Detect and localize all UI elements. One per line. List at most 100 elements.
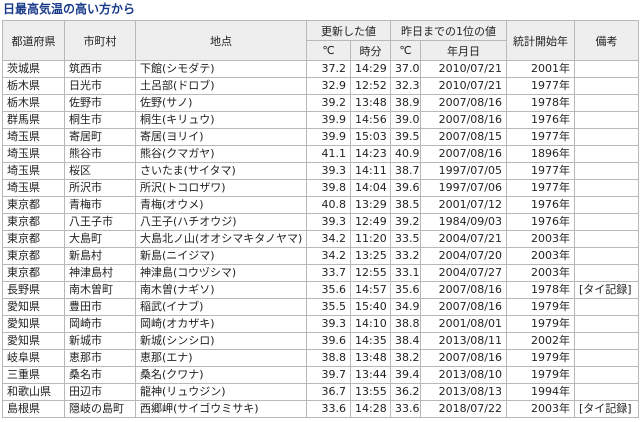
prefecture-cell: 茨城県 xyxy=(2,60,65,78)
new-value-cell: 40.8 xyxy=(306,196,351,214)
note-cell: [タイ記録] xyxy=(574,400,639,418)
municipality-cell: 所沢市 xyxy=(64,179,136,197)
time-cell: 14:10 xyxy=(350,315,391,333)
municipality-cell: 桑名市 xyxy=(64,366,136,384)
new-value-cell: 34.2 xyxy=(306,247,351,265)
previous-date-cell: 2007/08/16 xyxy=(420,349,507,367)
temperature-table: 都道府県 市町村 地点 更新した値 昨日までの1位の値 統計開始年 備考 ℃ 時… xyxy=(2,20,639,418)
table-row: 埼玉県 桜区 さいたま(サイタマ) 39.3 14:11 38.7 1997/07/05 19… xyxy=(2,162,639,180)
time-cell: 14:56 xyxy=(350,111,391,129)
station-cell: 下館(シモダテ) xyxy=(135,60,307,78)
time-cell: 14:28 xyxy=(350,400,391,418)
start-year-cell: 1976年 xyxy=(506,213,575,231)
municipality-cell: 田辺市 xyxy=(64,383,136,401)
previous-date-cell: 2004/07/27 xyxy=(420,264,507,282)
table-row: 東京都 新島村 新島(ニイジマ) 34.2 13:25 33.2 2004/07/20 200… xyxy=(2,247,639,265)
column-header: 備考 xyxy=(574,20,639,61)
station-cell: さいたま(サイタマ) xyxy=(135,162,307,180)
new-value-cell: 33.7 xyxy=(306,264,351,282)
note-cell xyxy=(574,128,639,146)
municipality-cell: 桐生市 xyxy=(64,111,136,129)
previous-value-cell: 33.6 xyxy=(390,400,421,418)
station-cell: 神津島(コウヅシマ) xyxy=(135,264,307,282)
table-row: 島根県 隠岐の島町 西郷岬(サイゴウミサキ) 33.6 14:28 33.6 2018/07… xyxy=(2,400,639,418)
time-cell: 13:48 xyxy=(350,94,391,112)
municipality-cell: 筑西市 xyxy=(64,60,136,78)
start-year-cell: 1979年 xyxy=(506,298,575,316)
time-cell: 12:49 xyxy=(350,213,391,231)
prefecture-cell: 埼玉県 xyxy=(2,128,65,146)
prefecture-cell: 群馬県 xyxy=(2,111,65,129)
new-value-cell: 41.1 xyxy=(306,145,351,163)
previous-value-cell: 39.2 xyxy=(390,213,421,231)
new-value-cell: 39.3 xyxy=(306,315,351,333)
previous-date-cell: 2013/08/13 xyxy=(420,383,507,401)
new-value-cell: 39.9 xyxy=(306,111,351,129)
previous-date-cell: 2001/08/01 xyxy=(420,315,507,333)
new-value-cell: 39.7 xyxy=(306,366,351,384)
prefecture-cell: 埼玉県 xyxy=(2,162,65,180)
prefecture-cell: 東京都 xyxy=(2,196,65,214)
table-row: 東京都 青梅市 青梅(オウメ) 40.8 13:29 38.5 2001/07/12 1976… xyxy=(2,196,639,214)
prefecture-cell: 岐阜県 xyxy=(2,349,65,367)
start-year-cell: 1979年 xyxy=(506,315,575,333)
previous-value-cell: 33.1 xyxy=(390,264,421,282)
previous-value-cell: 40.9 xyxy=(390,145,421,163)
start-year-cell: 1977年 xyxy=(506,77,575,95)
municipality-cell: 青梅市 xyxy=(64,196,136,214)
start-year-cell: 1976年 xyxy=(506,111,575,129)
municipality-cell: 佐野市 xyxy=(64,94,136,112)
new-value-cell: 35.6 xyxy=(306,281,351,299)
station-cell: 南木曽(ナギソ) xyxy=(135,281,307,299)
station-cell: 岡崎(オカザキ) xyxy=(135,315,307,333)
note-cell xyxy=(574,383,639,401)
previous-date-cell: 2013/08/11 xyxy=(420,332,507,350)
new-value-cell: 39.3 xyxy=(306,213,351,231)
station-cell: 大島北ノ山(オオシマキタノヤマ) xyxy=(135,230,307,248)
start-year-cell: 1979年 xyxy=(506,349,575,367)
municipality-cell: 寄居町 xyxy=(64,128,136,146)
table-row: 東京都 大島町 大島北ノ山(オオシマキタノヤマ) 34.2 11:20 33.5 2004/… xyxy=(2,230,639,248)
station-cell: 恵那(エナ) xyxy=(135,349,307,367)
prefecture-cell: 埼玉県 xyxy=(2,145,65,163)
previous-value-cell: 36.2 xyxy=(390,383,421,401)
prefecture-cell: 愛知県 xyxy=(2,315,65,333)
note-cell xyxy=(574,77,639,95)
municipality-cell: 神津島村 xyxy=(64,264,136,282)
new-value-cell: 39.3 xyxy=(306,162,351,180)
municipality-cell: 恵那市 xyxy=(64,349,136,367)
time-cell: 13:29 xyxy=(350,196,391,214)
station-cell: 寄居(ヨリイ) xyxy=(135,128,307,146)
table-row: 愛知県 岡崎市 岡崎(オカザキ) 39.3 14:10 38.8 2001/08/01 197… xyxy=(2,315,639,333)
prefecture-cell: 島根県 xyxy=(2,400,65,418)
new-value-cell: 33.6 xyxy=(306,400,351,418)
previous-value-cell: 39.0 xyxy=(390,111,421,129)
time-cell: 15:03 xyxy=(350,128,391,146)
note-cell xyxy=(574,111,639,129)
table-row: 愛知県 豊田市 稲武(イナブ) 35.5 15:40 34.9 2007/08/16 1979… xyxy=(2,298,639,316)
new-value-cell: 39.8 xyxy=(306,179,351,197)
previous-value-cell: 39.6 xyxy=(390,179,421,197)
previous-date-cell: 2007/08/16 xyxy=(420,145,507,163)
start-year-cell: 1978年 xyxy=(506,94,575,112)
station-cell: 八王子(ハチオウジ) xyxy=(135,213,307,231)
table-head: 都道府県 市町村 地点 更新した値 昨日までの1位の値 統計開始年 備考 ℃ 時… xyxy=(2,20,639,61)
time-cell: 12:55 xyxy=(350,264,391,282)
previous-value-cell: 37.0 xyxy=(390,60,421,78)
municipality-cell: 隠岐の島町 xyxy=(64,400,136,418)
note-cell xyxy=(574,179,639,197)
municipality-cell: 豊田市 xyxy=(64,298,136,316)
prefecture-cell: 東京都 xyxy=(2,230,65,248)
time-cell: 14:35 xyxy=(350,332,391,350)
previous-date-cell: 2013/08/10 xyxy=(420,366,507,384)
time-cell: 12:52 xyxy=(350,77,391,95)
new-value-cell: 35.5 xyxy=(306,298,351,316)
note-cell xyxy=(574,247,639,265)
note-cell xyxy=(574,60,639,78)
table-row: 埼玉県 寄居町 寄居(ヨリイ) 39.9 15:03 39.5 2007/08/15 1977… xyxy=(2,128,639,146)
station-cell: 熊谷(クマガヤ) xyxy=(135,145,307,163)
previous-date-cell: 2010/07/21 xyxy=(420,77,507,95)
subcolumn-header: ℃ xyxy=(390,40,421,61)
municipality-cell: 八王子市 xyxy=(64,213,136,231)
time-cell: 13:44 xyxy=(350,366,391,384)
